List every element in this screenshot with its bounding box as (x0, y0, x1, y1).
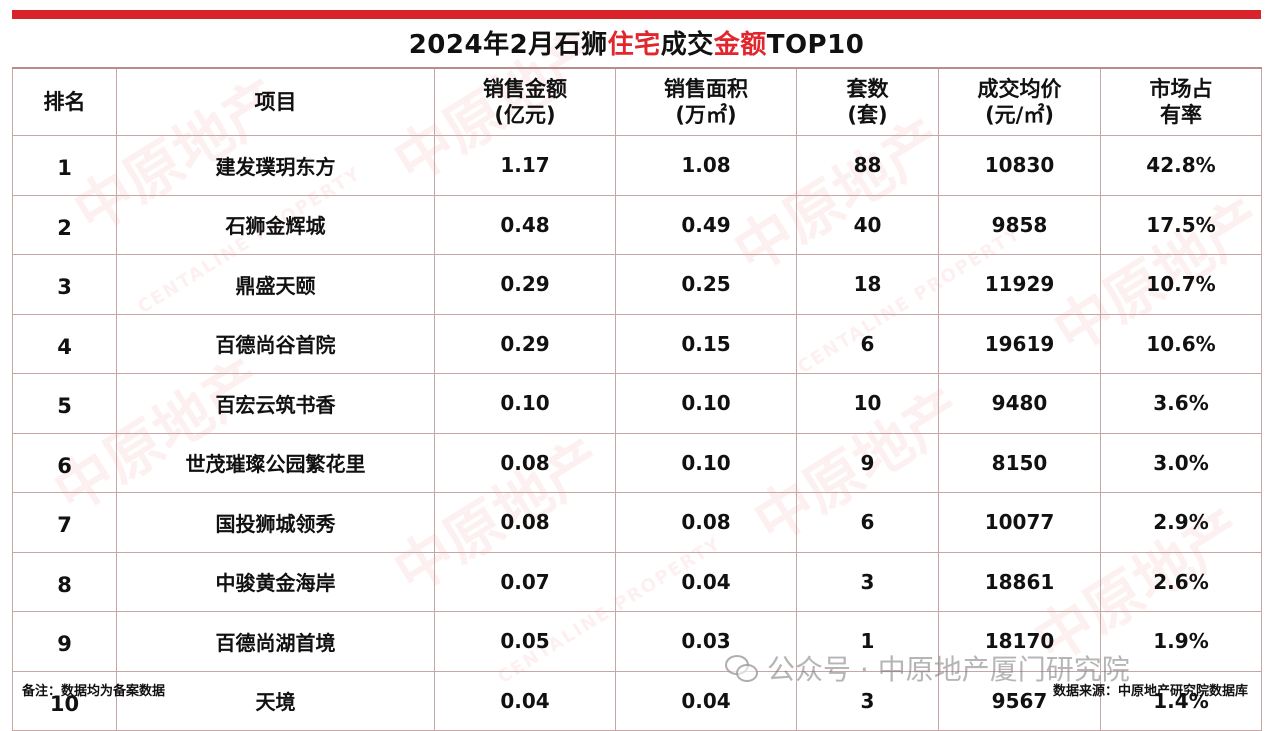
cell-project: 百德尚谷首院 (116, 313, 435, 374)
cell-area: 0.15 (615, 313, 797, 374)
cell-price: 9858 (938, 194, 1101, 255)
cell-amount: 0.29 (434, 313, 616, 374)
cell-amount: 0.05 (434, 611, 616, 672)
table-row: 5 百宏云筑书香 0.10 0.10 10 9480 3.6% (12, 373, 1262, 434)
cell-rank: 7 (12, 492, 117, 553)
cell-units: 6 (796, 492, 939, 553)
cell-share: 1.9% (1100, 611, 1262, 672)
cell-price: 18861 (938, 551, 1101, 612)
table-row: 2 石狮金辉城 0.48 0.49 40 9858 17.5% (12, 194, 1262, 255)
cell-rank: 5 (12, 373, 117, 434)
cell-price: 10830 (938, 135, 1101, 196)
cell-share: 17.5% (1100, 194, 1262, 255)
table-row: 6 世茂璀璨公园繁花里 0.08 0.10 9 8150 3.0% (12, 432, 1262, 493)
cell-project: 国投狮城领秀 (116, 492, 435, 553)
cell-project: 石狮金辉城 (116, 194, 435, 255)
cell-amount: 0.08 (434, 432, 616, 493)
header-share: 市场占 有率 (1100, 67, 1262, 136)
top-accent-bar (12, 10, 1261, 19)
cell-share: 3.6% (1100, 373, 1262, 434)
title-part: TOP10 (766, 30, 865, 60)
cell-price: 8150 (938, 432, 1101, 493)
cell-share: 2.6% (1100, 551, 1262, 612)
cell-area: 0.10 (615, 373, 797, 434)
title-part: 2024年2月石狮 (408, 30, 608, 60)
title-part: 成交 (660, 30, 714, 60)
cell-project: 建发璞玥东方 (116, 135, 435, 196)
page-title: 2024年2月石狮住宅成交金额TOP10 (12, 23, 1261, 67)
cell-rank: 6 (12, 432, 117, 493)
cell-units: 1 (796, 611, 939, 672)
cell-share: 10.7% (1100, 254, 1262, 315)
cell-share: 10.6% (1100, 313, 1262, 374)
footer-source: 数据来源：中原地产研究院数据库 (1052, 684, 1248, 699)
cell-rank: 8 (12, 551, 117, 612)
header-project: 项目 (116, 67, 435, 136)
cell-area: 1.08 (615, 135, 797, 196)
wechat-icon (725, 653, 759, 683)
cell-share: 2.9% (1100, 492, 1262, 553)
cell-amount: 0.10 (434, 373, 616, 434)
cell-price: 18170 (938, 611, 1101, 672)
cell-share: 42.8% (1100, 135, 1262, 196)
cell-rank: 2 (12, 194, 117, 255)
cell-units: 88 (796, 135, 939, 196)
wechat-watermark: 公众号 · 中原地产厦门研究院 (725, 648, 1130, 688)
cell-rank: 4 (12, 313, 117, 374)
cell-area: 0.04 (615, 551, 797, 612)
cell-area: 0.03 (615, 611, 797, 672)
cell-project: 百宏云筑书香 (116, 373, 435, 434)
cell-rank: 9 (12, 611, 117, 672)
table-row: 3 鼎盛天颐 0.29 0.25 18 11929 10.7% (12, 254, 1262, 315)
cell-units: 9 (796, 432, 939, 493)
cell-area: 0.08 (615, 492, 797, 553)
watermark-brand-text: 公众号 · 中原地产厦门研究院 (767, 653, 1130, 686)
cell-units: 3 (796, 551, 939, 612)
cell-rank: 1 (12, 135, 117, 196)
cell-price: 10077 (938, 492, 1101, 553)
cell-project: 百德尚湖首境 (116, 611, 435, 672)
cell-amount: 0.29 (434, 254, 616, 315)
cell-units: 18 (796, 254, 939, 315)
table-row: 1 建发璞玥东方 1.17 1.08 88 10830 42.8% (12, 135, 1262, 196)
cell-project: 鼎盛天颐 (116, 254, 435, 315)
cell-share: 3.0% (1100, 432, 1262, 493)
title-highlight: 金额 (713, 30, 767, 60)
cell-project: 中骏黄金海岸 (116, 551, 435, 612)
table-row: 4 百德尚谷首院 0.29 0.15 6 19619 10.6% (12, 313, 1262, 374)
cell-units: 40 (796, 194, 939, 255)
cell-units: 10 (796, 373, 939, 434)
cell-amount: 0.08 (434, 492, 616, 553)
header-rank: 排名 (12, 67, 117, 136)
table-row: 7 国投狮城领秀 0.08 0.08 6 10077 2.9% (12, 492, 1262, 553)
footer-note: 备注：数据均为备案数据 (22, 684, 166, 699)
table-row: 9 百德尚湖首境 0.05 0.03 1 18170 1.9% (12, 611, 1262, 672)
header-amount: 销售金额 (亿元) (434, 67, 616, 136)
cell-amount: 0.07 (434, 551, 616, 612)
ranking-table: 排名 项目 销售金额 (亿元) 销售面积 (万㎡) 套数 (套) 成交均价 (元/㎡) … (12, 67, 1262, 731)
cell-project: 世茂璀璨公园繁花里 (116, 432, 435, 493)
header-units: 套数 (套) (796, 67, 939, 136)
cell-units: 6 (796, 313, 939, 374)
cell-price: 11929 (938, 254, 1101, 315)
cell-price: 19619 (938, 313, 1101, 374)
title-highlight: 住宅 (607, 30, 661, 60)
cell-amount: 0.48 (434, 194, 616, 255)
header-price: 成交均价 (元/㎡) (938, 67, 1101, 136)
cell-price: 9480 (938, 373, 1101, 434)
cell-amount: 1.17 (434, 135, 616, 196)
header-row: 排名 项目 销售金额 (亿元) 销售面积 (万㎡) 套数 (套) 成交均价 (元/㎡) … (12, 67, 1262, 136)
cell-area: 0.10 (615, 432, 797, 493)
cell-area: 0.49 (615, 194, 797, 255)
table-row: 8 中骏黄金海岸 0.07 0.04 3 18861 2.6% (12, 551, 1262, 612)
cell-amount: 0.04 (434, 670, 616, 731)
cell-rank: 3 (12, 254, 117, 315)
header-area: 销售面积 (万㎡) (615, 67, 797, 136)
cell-area: 0.25 (615, 254, 797, 315)
